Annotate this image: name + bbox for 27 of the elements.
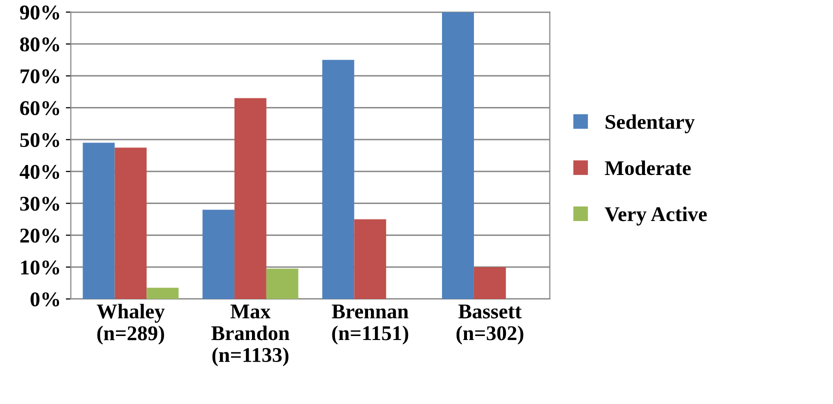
- y-tick-label: 10%: [21, 260, 60, 275]
- bar: [322, 60, 354, 299]
- y-tick-label: 70%: [20, 69, 60, 84]
- x-tick-label: Whaley (n=289): [96, 304, 165, 345]
- y-tick-label: 30%: [20, 196, 60, 211]
- y-tick-label: 50%: [20, 132, 60, 148]
- bar: [146, 288, 179, 299]
- bar: [82, 142, 115, 299]
- y-tick-label: 60%: [20, 101, 60, 116]
- bar: [202, 210, 234, 299]
- bar: [354, 219, 386, 299]
- y-tick-label: 0%: [30, 292, 60, 306]
- bar: [114, 148, 147, 299]
- legend-label: Moderate: [604, 160, 691, 176]
- x-tick-label: Bassett (n=302): [456, 304, 524, 344]
- y-tick-label: 80%: [20, 37, 60, 52]
- legend-label: Very Active: [604, 206, 707, 226]
- x-tick-label: Max Brandon (n=1133): [211, 304, 290, 366]
- bar: [234, 98, 266, 299]
- y-tick-label: 20%: [20, 228, 60, 243]
- legend-label: Sedentary: [606, 114, 695, 134]
- x-tick-label: Brennan (n=1151): [332, 304, 408, 344]
- y-tick-label: 90%: [20, 5, 60, 20]
- y-tick-label: 40%: [20, 164, 60, 179]
- bar: [442, 12, 474, 299]
- bar: [266, 268, 298, 299]
- bar: [474, 267, 506, 299]
